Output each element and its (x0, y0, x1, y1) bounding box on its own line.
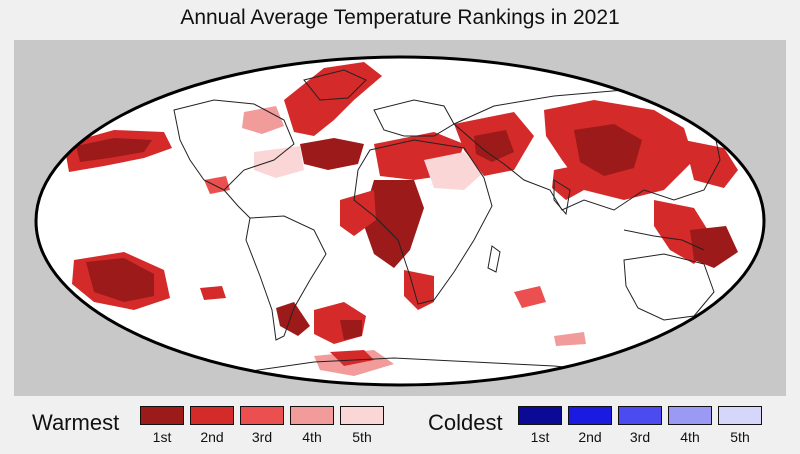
legend-warm-rank-2nd: 2nd (200, 429, 224, 445)
region-north-pacific-core (76, 138, 152, 162)
map-panel (14, 40, 786, 396)
coastline-new-zealand (725, 309, 735, 337)
legend-warm-swatch-1st (140, 406, 184, 425)
region-patagonia (276, 302, 310, 336)
coastline-madagascar (487, 245, 501, 273)
legend-cold-label: Coldest (428, 410, 503, 435)
region-africa-core (362, 180, 424, 268)
region-north-pacific-east (684, 140, 738, 188)
region-south-atlantic-core (340, 320, 362, 340)
globe-outline (34, 55, 766, 387)
legend-cold-rank-4th: 4th (680, 429, 700, 445)
legend-warm-rank-1st: 1st (152, 429, 172, 445)
region-gulf-guinea (340, 190, 376, 236)
legend-warm-swatch-2nd (190, 406, 234, 425)
legend-cold-swatch-5th (718, 406, 762, 425)
region-southern-ocean-east (514, 286, 546, 308)
legend-cold-swatch-3rd (618, 406, 662, 425)
region-china-core (574, 124, 642, 176)
legend-cold-swatch-1st (518, 406, 562, 425)
region-middle-east-core (474, 130, 514, 162)
coastline-central-america (223, 189, 251, 219)
region-south-pacific-core (86, 258, 154, 302)
coastline-indonesia (623, 229, 705, 251)
coastline-north-america (173, 99, 295, 191)
region-india (552, 166, 584, 200)
coastline-south-america (245, 215, 327, 341)
legend-warm-swatch-5th (340, 406, 384, 425)
region-antarctic (330, 350, 374, 366)
region-europe-light (242, 106, 284, 134)
coastline-greenland (303, 69, 367, 101)
coastline-europe (373, 99, 455, 137)
legend-cold-rank-5th: 5th (730, 429, 750, 445)
legend-warm-rank-3rd: 3rd (251, 429, 273, 445)
region-north-america-light (254, 146, 304, 178)
coastline-asia (453, 89, 721, 211)
legend-cold-rank-3rd: 3rd (629, 429, 651, 445)
legend-warm-label: Warmest (32, 410, 120, 435)
legend-cold-rank-2nd: 2nd (578, 429, 602, 445)
map-title: Annual Average Temperature Rankings in 2… (180, 6, 620, 29)
region-south-pacific-small (200, 286, 226, 300)
region-southern-ocean-far-east (554, 332, 586, 346)
legend-warm-swatch-4th (290, 406, 334, 425)
legend-warm-rank-5th: 5th (352, 429, 372, 445)
legend-warm-rank-4th: 4th (302, 429, 322, 445)
region-indo-pacific (690, 226, 738, 268)
legend-cold-rank-1st: 1st (530, 429, 550, 445)
world-map (34, 55, 766, 387)
coastline-india (553, 179, 571, 216)
coastline-africa (353, 139, 493, 305)
legend: Warmest 1st 2nd 3rd 4th 5th Coldest 1st … (0, 400, 800, 454)
legend-warm-swatch-3rd (240, 406, 284, 425)
region-sahel-light (424, 152, 484, 190)
legend-cold-swatch-4th (668, 406, 712, 425)
legend-cold-swatch-2nd (568, 406, 612, 425)
region-north-america (300, 138, 364, 170)
